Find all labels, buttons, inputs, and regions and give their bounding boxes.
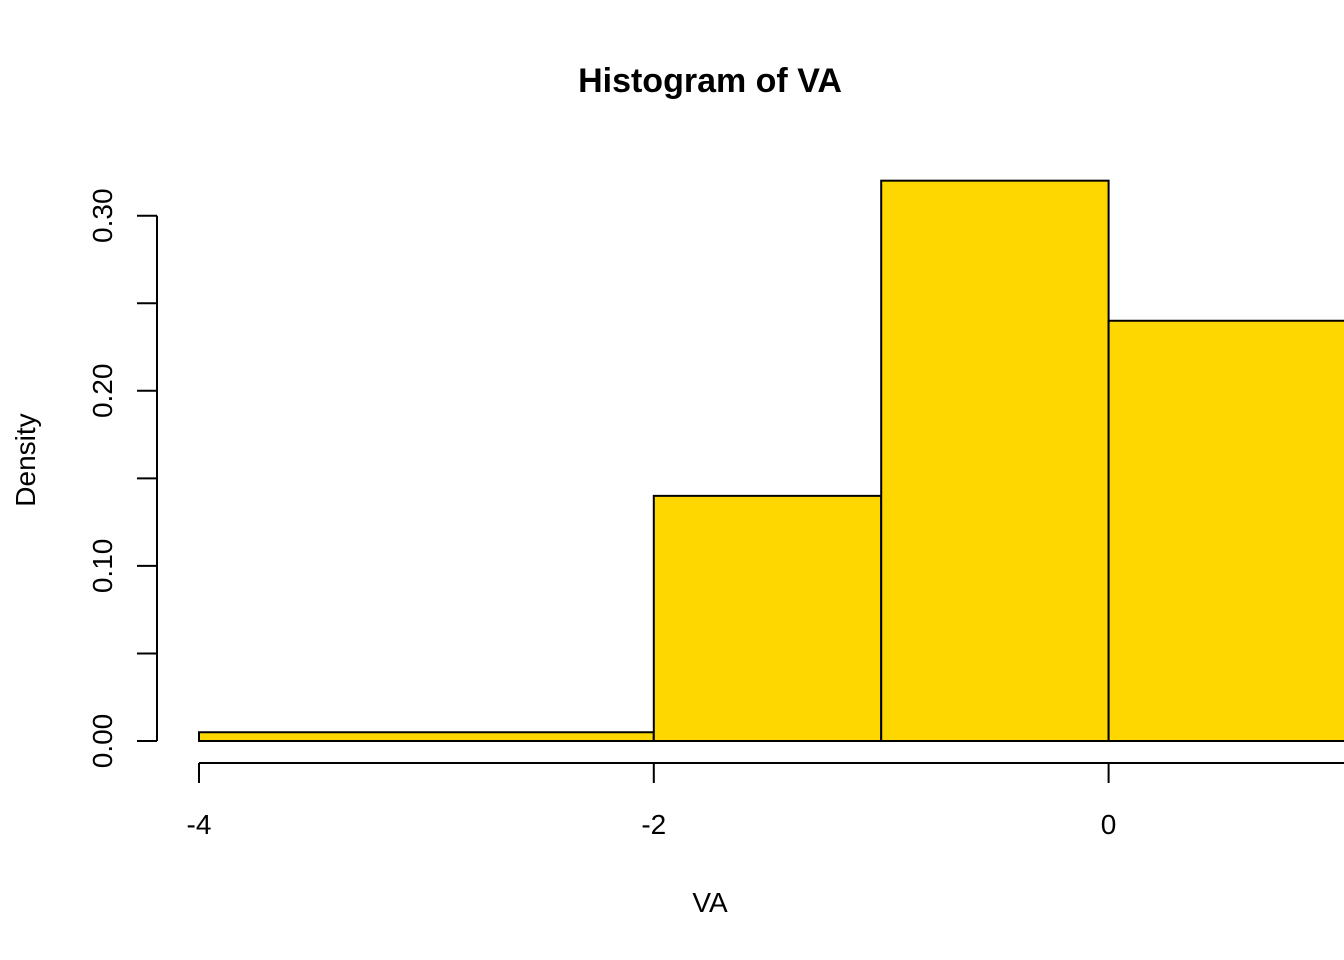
y-tick-label-1: 0.10 bbox=[87, 539, 118, 594]
bar-0 bbox=[198, 731, 655, 742]
y-axis-label: Density bbox=[10, 413, 41, 506]
bar-3 bbox=[1107, 319, 1344, 742]
bar-1 bbox=[652, 494, 883, 742]
y-tick-label-0: 0.00 bbox=[87, 714, 118, 769]
x-tick-label-0: -4 bbox=[187, 809, 212, 840]
bar-2 bbox=[880, 179, 1110, 742]
chart-title: Histogram of VA bbox=[578, 62, 842, 100]
y-tick-label-2: 0.20 bbox=[87, 364, 118, 419]
y-tick-label-3: 0.30 bbox=[87, 188, 118, 243]
y-axis: 0.00 0.10 0.20 0.30 bbox=[87, 188, 158, 769]
x-axis-label: VA bbox=[692, 887, 728, 918]
x-axis: -4-2024 bbox=[187, 762, 1344, 840]
bars-group bbox=[198, 179, 1344, 742]
x-tick-label-1: -2 bbox=[641, 809, 666, 840]
x-tick-label-2: 0 bbox=[1101, 809, 1117, 840]
